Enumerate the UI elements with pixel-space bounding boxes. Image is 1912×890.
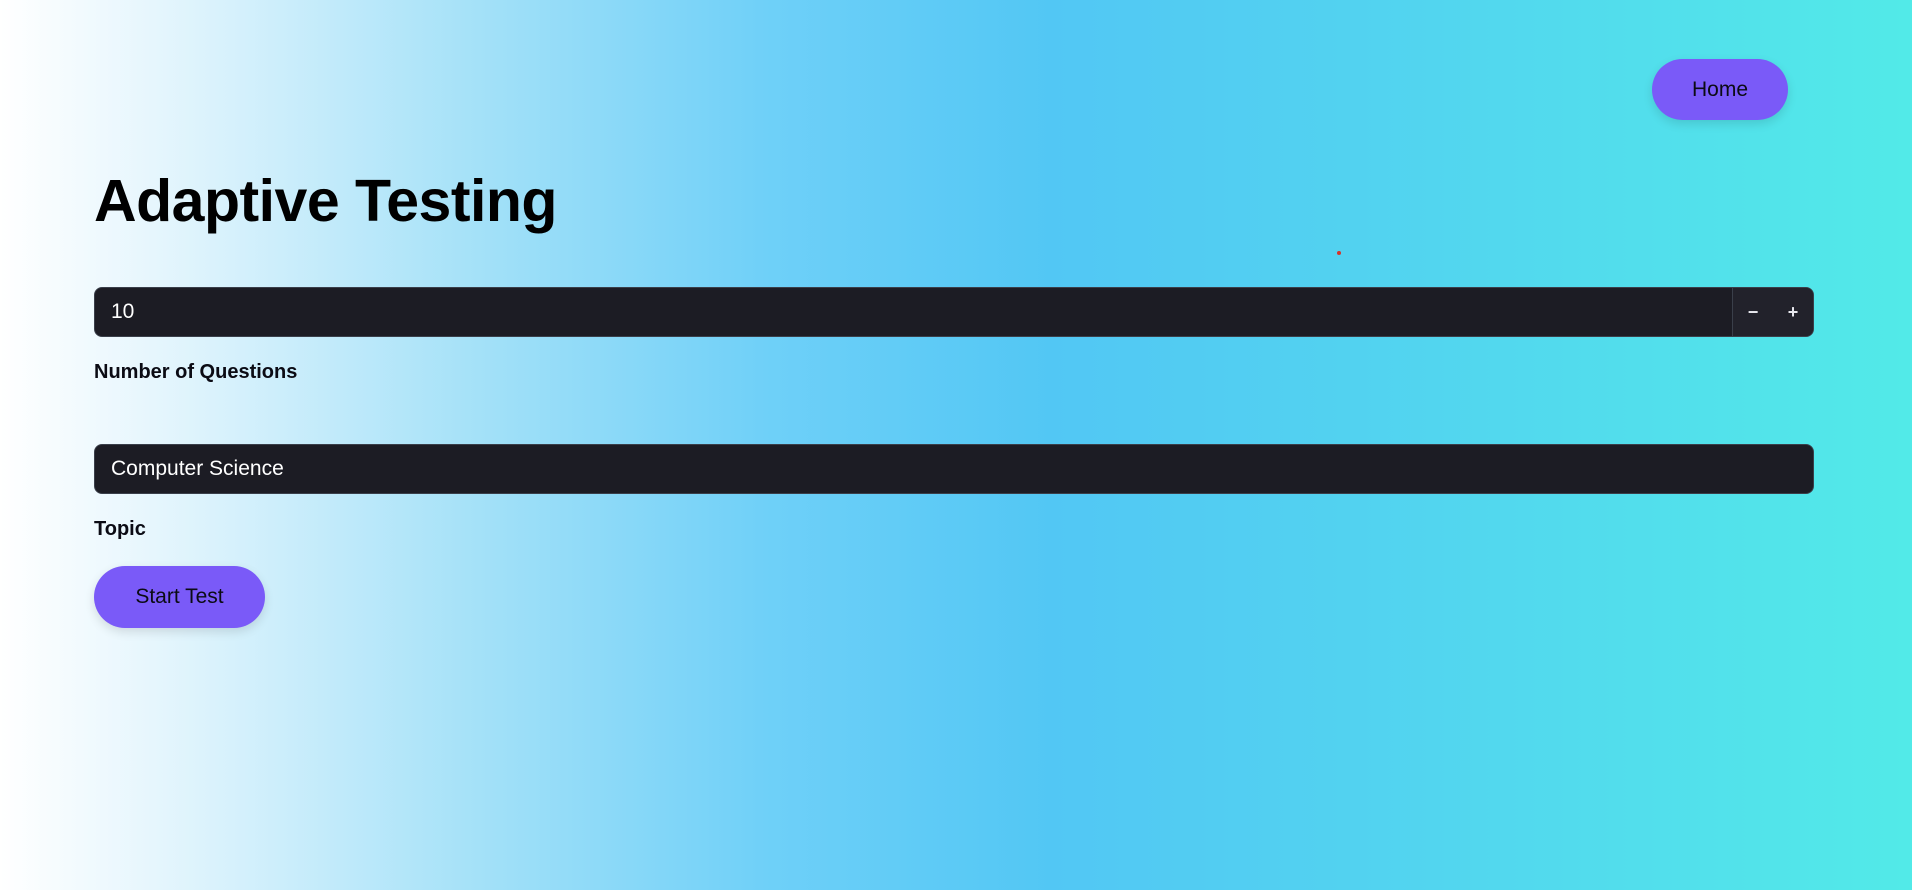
questions-input[interactable] — [95, 288, 1732, 336]
questions-label: Number of Questions — [94, 361, 298, 383]
page-title: Adaptive Testing — [94, 168, 557, 234]
decrement-button[interactable]: − — [1733, 288, 1773, 336]
questions-stepper: − + — [94, 287, 1814, 337]
stepper-controls: − + — [1732, 288, 1813, 336]
topic-label: Topic — [94, 518, 146, 540]
start-test-button[interactable]: Start Test — [94, 566, 265, 628]
topic-input[interactable] — [94, 444, 1814, 494]
home-button[interactable]: Home — [1652, 59, 1788, 120]
increment-button[interactable]: + — [1773, 288, 1813, 336]
cursor-dot — [1337, 251, 1341, 255]
